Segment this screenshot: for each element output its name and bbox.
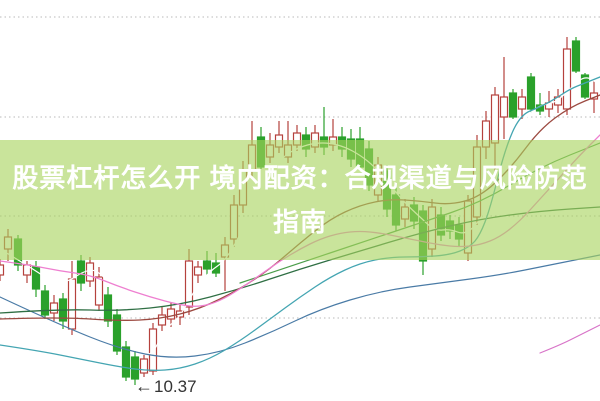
low-price-value: 10.37 [154, 376, 197, 396]
headline: 股票杠杆怎么开 境内配资：合规渠道与风险防范 指南 [0, 140, 600, 260]
headline-line-2: 指南 [272, 207, 327, 237]
low-price-annotation: ← 10.37 [135, 376, 197, 397]
headline-banner [0, 140, 600, 260]
left-arrow-icon: ← [135, 376, 153, 396]
headline-line-1: 股票杠杆怎么开 境内配资：合规渠道与风险防范 [12, 163, 588, 193]
